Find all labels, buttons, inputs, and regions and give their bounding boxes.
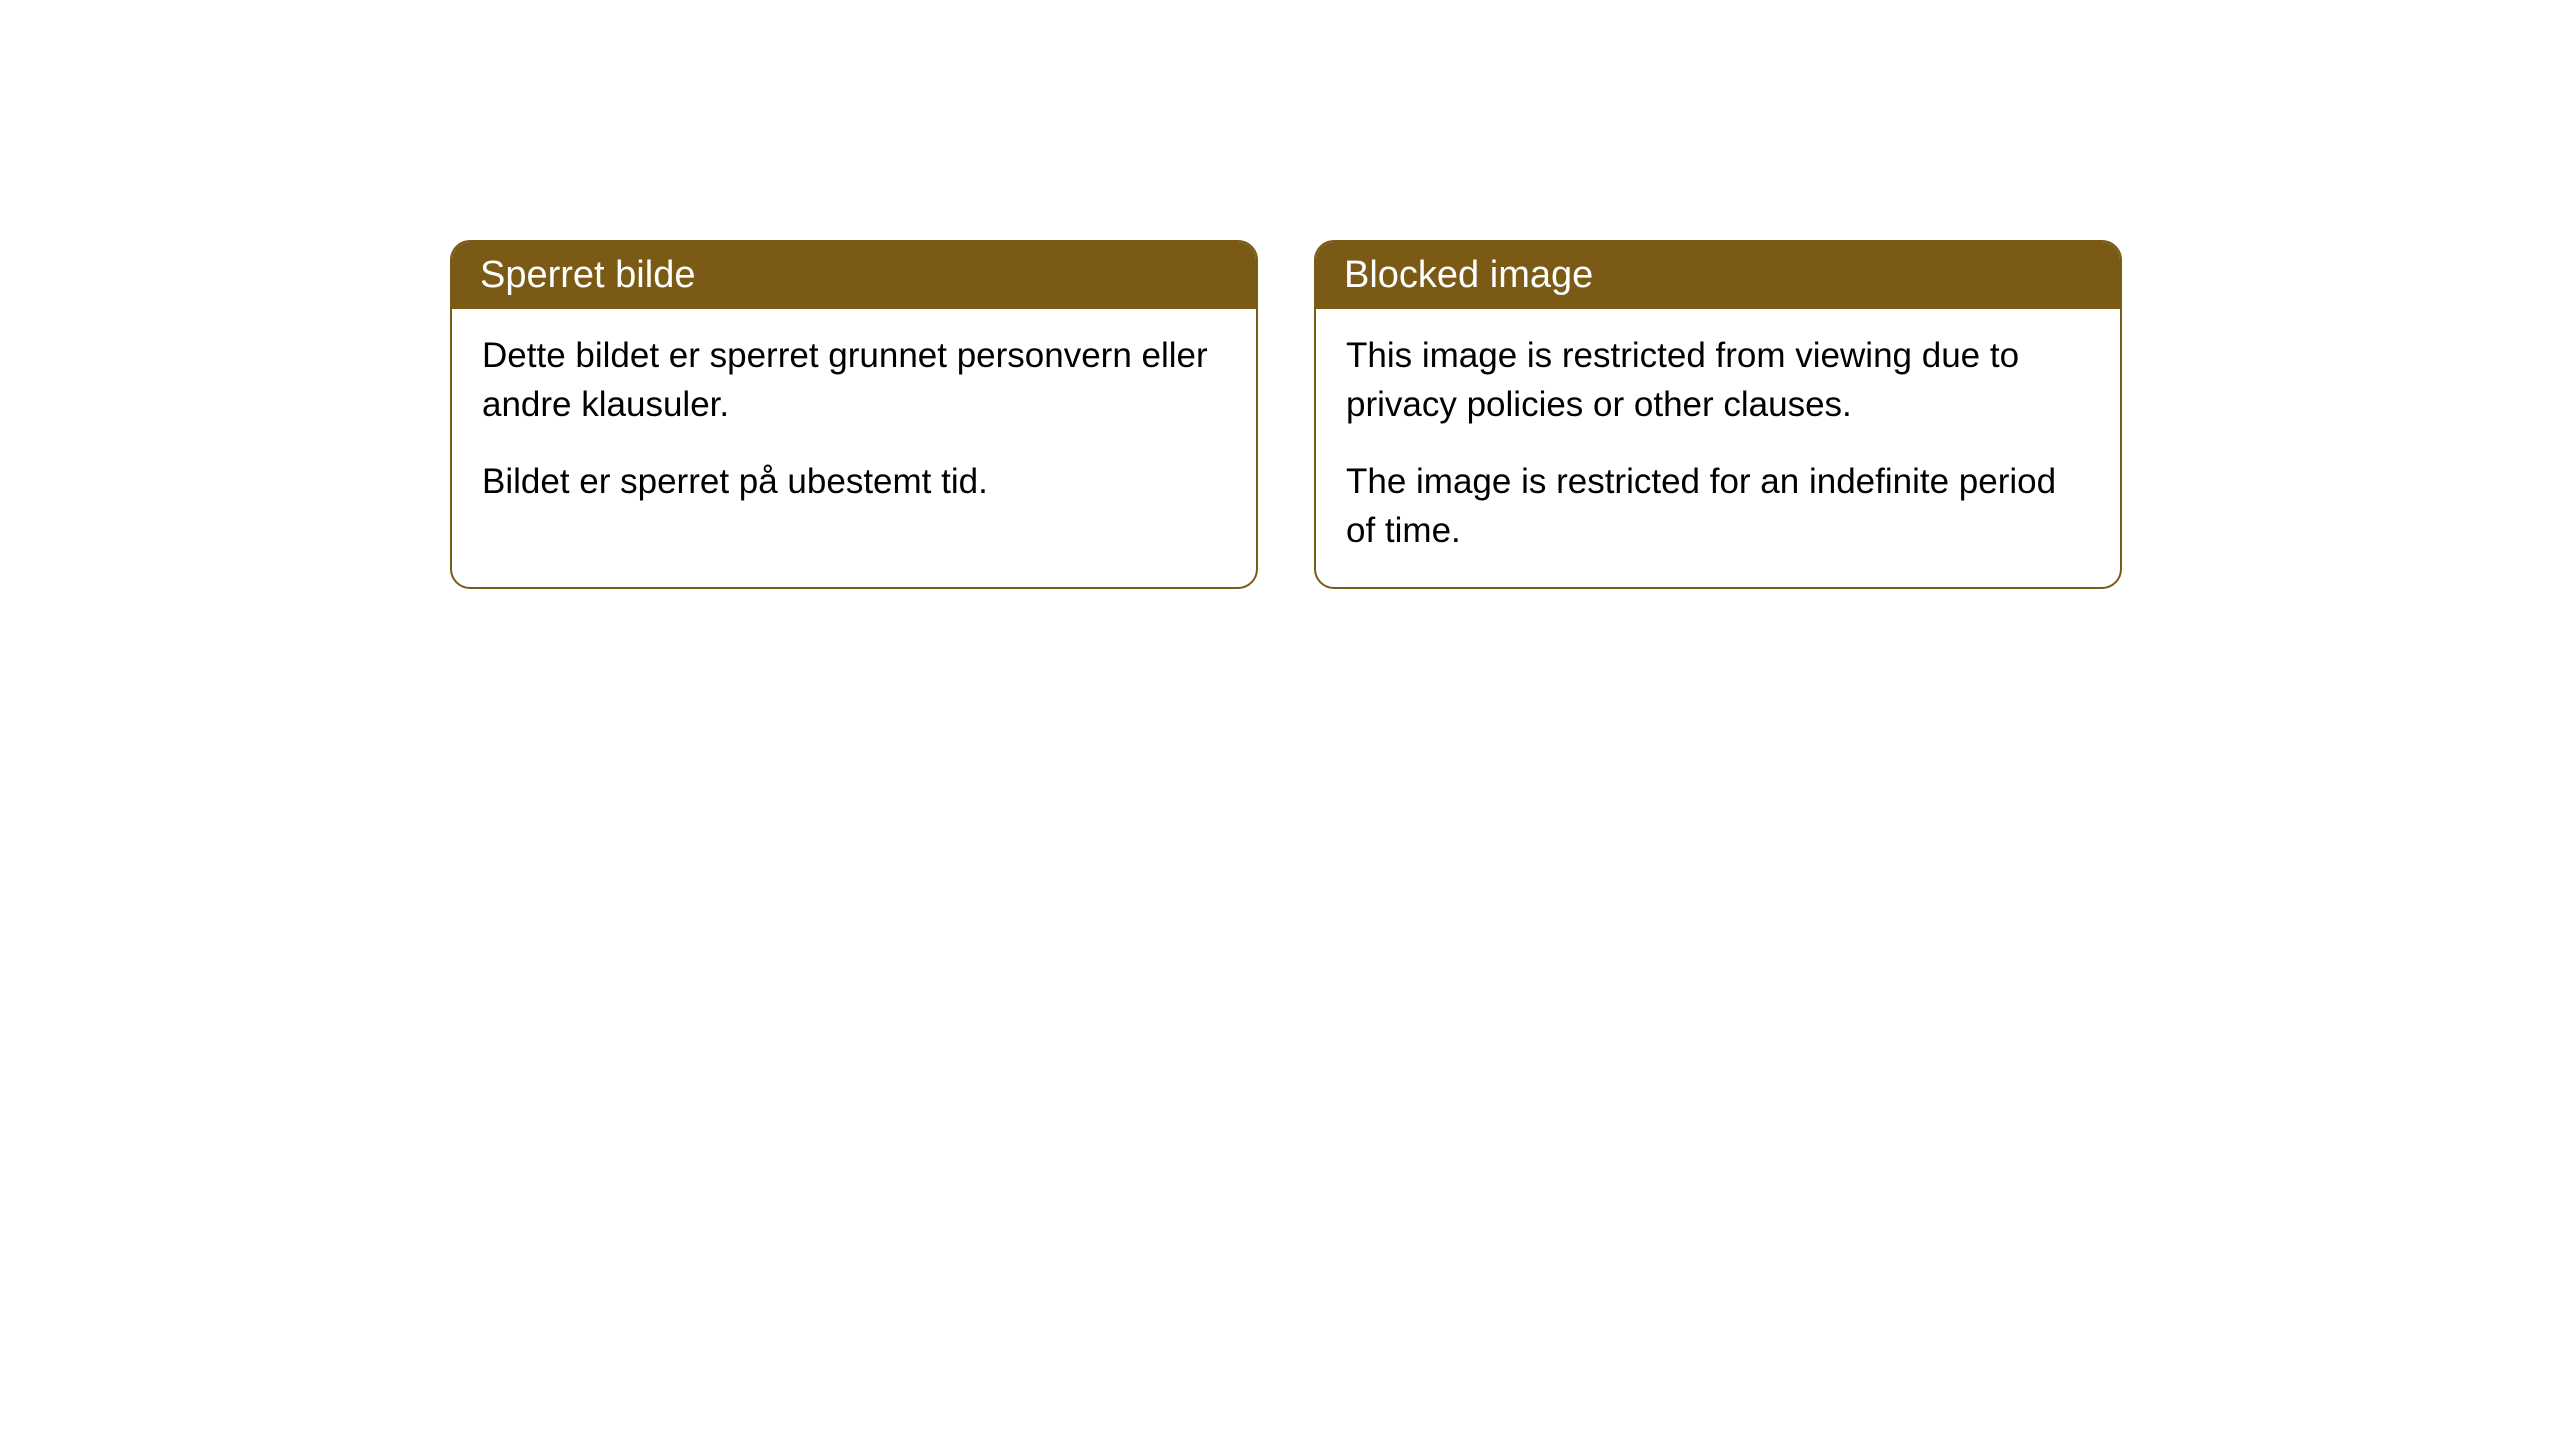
- card-header: Blocked image: [1316, 242, 2120, 309]
- card-body: This image is restricted from viewing du…: [1316, 309, 2120, 587]
- card-paragraph: This image is restricted from viewing du…: [1346, 331, 2090, 429]
- cards-container: Sperret bilde Dette bildet er sperret gr…: [450, 240, 2122, 589]
- blocked-image-card-english: Blocked image This image is restricted f…: [1314, 240, 2122, 589]
- card-title: Sperret bilde: [480, 254, 695, 296]
- card-body: Dette bildet er sperret grunnet personve…: [452, 309, 1256, 538]
- blocked-image-card-norwegian: Sperret bilde Dette bildet er sperret gr…: [450, 240, 1258, 589]
- card-title: Blocked image: [1344, 254, 1593, 296]
- card-paragraph: The image is restricted for an indefinit…: [1346, 457, 2090, 555]
- card-paragraph: Dette bildet er sperret grunnet personve…: [482, 331, 1226, 429]
- card-header: Sperret bilde: [452, 242, 1256, 309]
- card-paragraph: Bildet er sperret på ubestemt tid.: [482, 457, 1226, 506]
